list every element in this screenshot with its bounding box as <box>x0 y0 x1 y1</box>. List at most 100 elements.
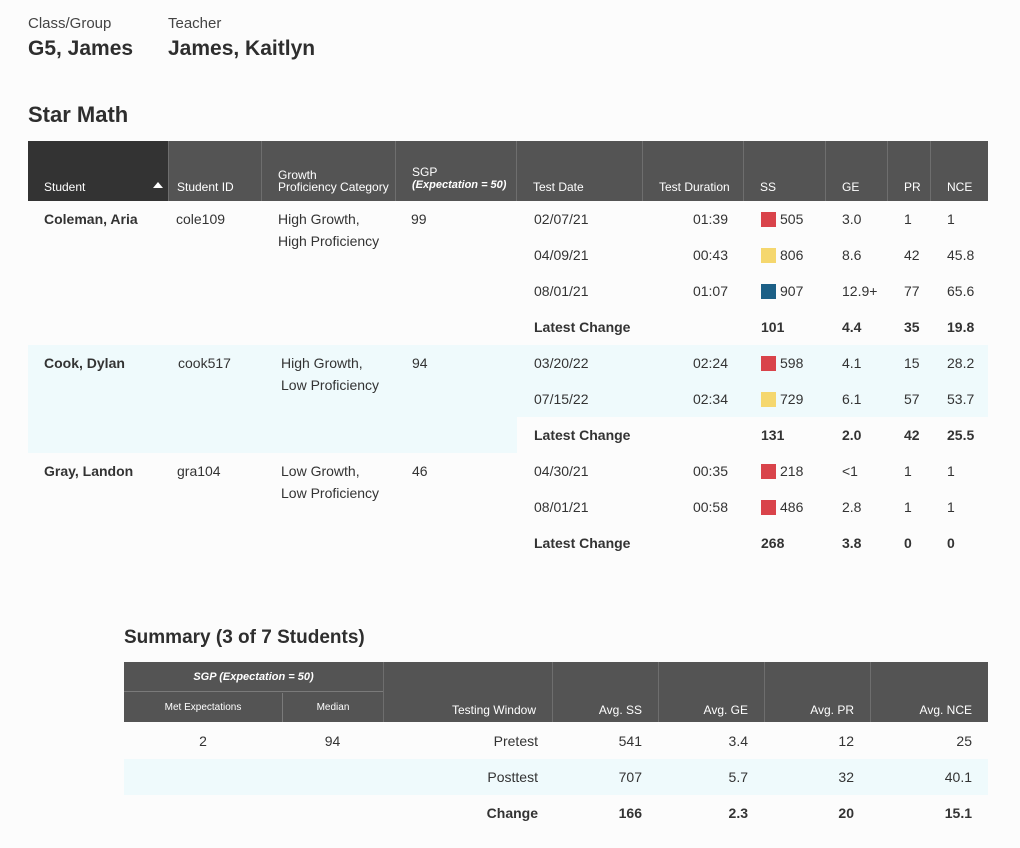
col-student-id-label: Student ID <box>177 180 234 194</box>
ge-value: 6.1 <box>842 391 862 407</box>
summary-window: Pretest <box>493 733 538 749</box>
col-sgp[interactable]: SGP (Expectation = 50) <box>395 141 516 201</box>
proficiency-category: Low Proficiency <box>281 377 380 393</box>
summary-col-window-label: Testing Window <box>451 703 536 717</box>
col-sgp-expectation: (Expectation = 50) <box>412 179 507 191</box>
pr-value: 1 <box>904 463 912 479</box>
teacher-label: Teacher <box>168 15 222 32</box>
ss-value: 218 <box>780 463 804 479</box>
student-name[interactable]: Cook, Dylan <box>44 355 125 371</box>
table-header: Student Student ID Growth Proficiency Cat… <box>28 141 988 201</box>
test-duration: 00:58 <box>692 499 728 515</box>
ge-value: 3.0 <box>842 211 862 227</box>
pr-value: 42 <box>904 247 920 263</box>
change-pr: 42 <box>904 427 920 443</box>
summary-avg-pr: 32 <box>838 769 854 785</box>
col-sgp-label: SGP (Expectation = 50) <box>412 166 506 191</box>
ss-value: 806 <box>780 247 804 263</box>
col-growth-proficiency[interactable]: Growth Proficiency Category <box>261 141 395 201</box>
summary-col-avg-ge: Avg. GE <box>658 662 764 722</box>
score-color-swatch <box>761 284 776 299</box>
summary-window: Change <box>486 805 538 821</box>
col-pr-label: PR <box>904 180 921 194</box>
change-ss: 268 <box>761 535 785 551</box>
sgp-value: 46 <box>412 463 428 479</box>
pr-value: 1 <box>904 211 912 227</box>
summary-avg-nce: 15.1 <box>944 805 972 821</box>
summary-col-avg-nce-label: Avg. NCE <box>919 703 972 717</box>
test-duration: 00:43 <box>692 247 728 263</box>
test-date: 07/15/22 <box>534 391 589 407</box>
change-ge: 2.0 <box>842 427 862 443</box>
pr-value: 15 <box>904 355 920 371</box>
pr-value: 77 <box>904 283 920 299</box>
col-ge[interactable]: GE <box>825 141 887 201</box>
latest-change-label: Latest Change <box>534 427 631 443</box>
ge-value: 4.1 <box>842 355 862 371</box>
score-color-swatch <box>761 464 776 479</box>
summary-avg-ge: 3.4 <box>728 733 748 749</box>
ss-value: 486 <box>780 499 804 515</box>
summary-avg-ge: 5.7 <box>728 769 748 785</box>
pr-value: 1 <box>904 499 912 515</box>
col-test-date-label: Test Date <box>533 180 584 194</box>
col-growth-label: Growth Proficiency Category <box>278 169 389 193</box>
col-test-date[interactable]: Test Date <box>516 141 642 201</box>
col-student-id[interactable]: Student ID <box>168 141 261 201</box>
change-ss: 101 <box>761 319 785 335</box>
nce-value: 1 <box>947 211 955 227</box>
change-nce: 19.8 <box>947 319 975 335</box>
score-color-swatch <box>761 356 776 371</box>
latest-change-label: Latest Change <box>534 535 631 551</box>
summary-avg-pr: 12 <box>838 733 854 749</box>
col-nce[interactable]: NCE <box>930 141 988 201</box>
col-growth-line1: Growth <box>278 168 317 182</box>
summary-row-band <box>124 759 988 795</box>
col-student[interactable]: Student <box>28 141 168 201</box>
student-name[interactable]: Gray, Landon <box>44 463 134 479</box>
student-name[interactable]: Coleman, Aria <box>44 211 138 227</box>
summary-col-avg-ss-label: Avg. SS <box>598 703 642 717</box>
row-band-cook-tests <box>28 345 988 417</box>
col-sgp-title: SGP <box>412 165 438 179</box>
summary-avg-ss: 166 <box>618 805 642 821</box>
ge-value: 12.9+ <box>842 283 878 299</box>
latest-change-label: Latest Change <box>534 319 631 335</box>
ss-value: 598 <box>780 355 804 371</box>
col-pr[interactable]: PR <box>887 141 930 201</box>
change-nce: 25.5 <box>947 427 975 443</box>
nce-value: 28.2 <box>947 355 975 371</box>
section-title: Star Math <box>28 102 129 127</box>
ss-value: 505 <box>780 211 804 227</box>
proficiency-category: Low Proficiency <box>281 485 380 501</box>
nce-value: 1 <box>947 499 955 515</box>
col-student-label: Student <box>44 180 86 194</box>
sgp-value: 94 <box>412 355 428 371</box>
col-ss[interactable]: SS <box>743 141 825 201</box>
col-test-duration[interactable]: Test Duration <box>642 141 743 201</box>
test-date: 04/30/21 <box>534 463 589 479</box>
summary-median-value: 94 <box>324 733 341 749</box>
summary-window: Posttest <box>487 769 538 785</box>
ge-value: 2.8 <box>842 499 862 515</box>
student-id: cole109 <box>176 211 226 227</box>
sort-ascending-icon[interactable] <box>153 182 163 188</box>
summary-col-avg-ss: Avg. SS <box>552 662 658 722</box>
summary-col-window: Testing Window <box>383 662 552 722</box>
test-duration: 01:39 <box>692 211 728 227</box>
summary-col-avg-nce: Avg. NCE <box>870 662 988 722</box>
summary-col-sgp-group: SGP (Expectation = 50) <box>124 662 383 692</box>
sgp-value: 99 <box>411 211 427 227</box>
summary-col-avg-pr: Avg. PR <box>764 662 870 722</box>
change-ge: 4.4 <box>842 319 862 335</box>
test-duration: 02:24 <box>692 355 728 371</box>
test-date: 03/20/22 <box>534 355 589 371</box>
test-date: 08/01/21 <box>534 499 589 515</box>
row-band-cook-info <box>28 417 517 453</box>
summary-col-met: Met Expectations <box>164 702 242 713</box>
change-pr: 0 <box>904 535 912 551</box>
nce-value: 1 <box>947 463 955 479</box>
col-ge-label: GE <box>842 180 860 194</box>
summary-avg-ge: 2.3 <box>728 805 748 821</box>
nce-value: 65.6 <box>947 283 975 299</box>
